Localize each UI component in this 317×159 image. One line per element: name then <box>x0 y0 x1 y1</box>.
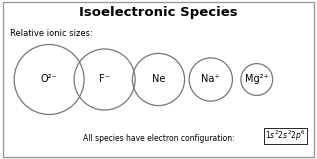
Text: Ne: Ne <box>152 75 165 84</box>
Text: Na⁺: Na⁺ <box>202 75 220 84</box>
Text: Mg²⁺: Mg²⁺ <box>245 75 268 84</box>
Text: F⁻: F⁻ <box>99 75 110 84</box>
FancyBboxPatch shape <box>3 2 314 157</box>
Text: Isoelectronic Species: Isoelectronic Species <box>79 6 238 19</box>
Text: Relative ionic sizes:: Relative ionic sizes: <box>10 29 92 38</box>
Text: All species have electron configuration:: All species have electron configuration: <box>83 134 234 143</box>
Text: $1s^22s^22p^6$: $1s^22s^22p^6$ <box>265 129 306 143</box>
Text: O²⁻: O²⁻ <box>41 75 57 84</box>
